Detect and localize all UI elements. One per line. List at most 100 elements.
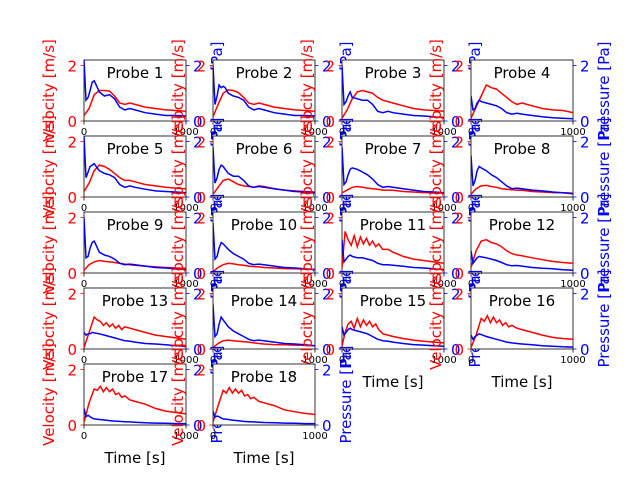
x-tick-label: 1000 [431, 355, 456, 366]
panel-title: Probe 14 [231, 292, 297, 310]
x-tick-label: 1000 [560, 203, 585, 214]
velocity-axis-label: Velocity [m/s] [427, 39, 445, 142]
pressure-tick-label: 0 [580, 189, 590, 207]
velocity-tick-label: 2 [454, 286, 464, 304]
x-tick-label: 1000 [173, 431, 198, 442]
panel-title: Probe 8 [494, 140, 551, 158]
x-tick-label: 0 [468, 203, 474, 214]
velocity-axis-label: Velocity [m/s] [427, 115, 445, 218]
velocity-tick-label: 2 [67, 58, 77, 76]
pressure-tick-label: 0 [580, 265, 590, 283]
velocity-tick-label: 0 [454, 113, 464, 131]
pressure-tick-label: 0 [193, 265, 203, 283]
pressure-tick-label: 0 [322, 113, 332, 131]
velocity-series-line [84, 315, 186, 348]
x-tick-label: 1000 [560, 279, 585, 290]
velocity-axis-label: Velocity [m/s] [40, 39, 58, 142]
panel-title: Probe 6 [236, 140, 293, 158]
x-axis-label: Time [s] [491, 373, 553, 391]
velocity-tick-label: 2 [325, 134, 335, 152]
panel-title: Probe 2 [236, 64, 293, 82]
x-tick-label: 1000 [173, 279, 198, 290]
velocity-tick-label: 0 [196, 189, 206, 207]
pressure-tick-label: 0 [322, 265, 332, 283]
pressure-series-line [213, 410, 315, 425]
x-tick-label: 0 [210, 431, 216, 442]
pressure-axis-label: Pressure [Pa] [595, 41, 613, 139]
velocity-tick-label: 0 [454, 265, 464, 283]
velocity-axis-label: Velocity [m/s] [169, 343, 187, 446]
x-tick-label: 1000 [302, 431, 327, 442]
x-tick-label: 0 [81, 279, 87, 290]
velocity-tick-label: 0 [67, 189, 77, 207]
pressure-series-line [471, 95, 573, 120]
x-tick-label: 1000 [302, 203, 327, 214]
plot-frame [470, 211, 574, 274]
velocity-tick-label: 0 [325, 189, 335, 207]
velocity-tick-label: 2 [196, 362, 206, 380]
pressure-tick-label: 0 [451, 341, 461, 359]
panel-title: Probe 5 [107, 140, 164, 158]
velocity-tick-label: 0 [67, 341, 77, 359]
velocity-tick-label: 0 [454, 341, 464, 359]
panel-title: Probe 17 [102, 368, 168, 386]
pressure-tick-label: 0 [580, 113, 590, 131]
velocity-axis-label: Velocity [m/s] [169, 267, 187, 370]
velocity-tick-label: 2 [325, 286, 335, 304]
x-tick-label: 0 [339, 355, 345, 366]
panel-title: Probe 9 [107, 216, 164, 234]
velocity-axis-label: Velocity [m/s] [298, 191, 316, 294]
pressure-tick-label: 0 [193, 341, 203, 359]
pressure-tick-label: 0 [322, 417, 332, 435]
pressure-tick-label: 2 [322, 134, 332, 152]
velocity-axis-label: Velocity [m/s] [298, 267, 316, 370]
velocity-axis-label: Velocity [m/s] [169, 191, 187, 294]
velocity-series-line [213, 262, 315, 273]
plot-frame [83, 287, 187, 350]
plot-frame [341, 287, 445, 350]
velocity-tick-label: 2 [67, 210, 77, 228]
velocity-tick-label: 2 [196, 58, 206, 76]
pressure-tick-label: 2 [322, 210, 332, 228]
pressure-series-line [471, 332, 573, 348]
x-tick-label: 0 [81, 431, 87, 442]
pressure-tick-label: 0 [322, 341, 332, 359]
pressure-series-line [84, 217, 186, 271]
x-tick-label: 1000 [173, 203, 198, 214]
velocity-tick-label: 2 [325, 210, 335, 228]
panel-title: Probe 4 [494, 64, 551, 82]
x-tick-label: 0 [210, 355, 216, 366]
panel-title: Probe 10 [231, 216, 297, 234]
x-tick-label: 0 [210, 203, 216, 214]
velocity-tick-label: 2 [67, 362, 77, 380]
pressure-series-line [213, 304, 315, 347]
velocity-axis-label: Velocity [m/s] [40, 191, 58, 294]
pressure-tick-label: 2 [322, 58, 332, 76]
x-tick-label: 0 [81, 203, 87, 214]
velocity-tick-label: 0 [196, 265, 206, 283]
pressure-tick-label: 2 [580, 210, 590, 228]
x-tick-label: 0 [468, 355, 474, 366]
x-tick-label: 1000 [173, 127, 198, 138]
velocity-series-line [342, 185, 444, 194]
pressure-tick-label: 2 [193, 362, 203, 380]
velocity-tick-label: 0 [67, 265, 77, 283]
pressure-tick-label: 2 [193, 210, 203, 228]
plot-frame [212, 287, 316, 350]
pressure-series-line [84, 136, 186, 194]
pressure-tick-label: 2 [580, 134, 590, 152]
velocity-tick-label: 2 [196, 210, 206, 228]
velocity-tick-label: 2 [67, 286, 77, 304]
pressure-tick-label: 2 [580, 286, 590, 304]
x-tick-label: 1000 [302, 279, 327, 290]
x-tick-label: 0 [339, 127, 345, 138]
velocity-tick-label: 0 [196, 417, 206, 435]
pressure-tick-label: 2 [580, 58, 590, 76]
